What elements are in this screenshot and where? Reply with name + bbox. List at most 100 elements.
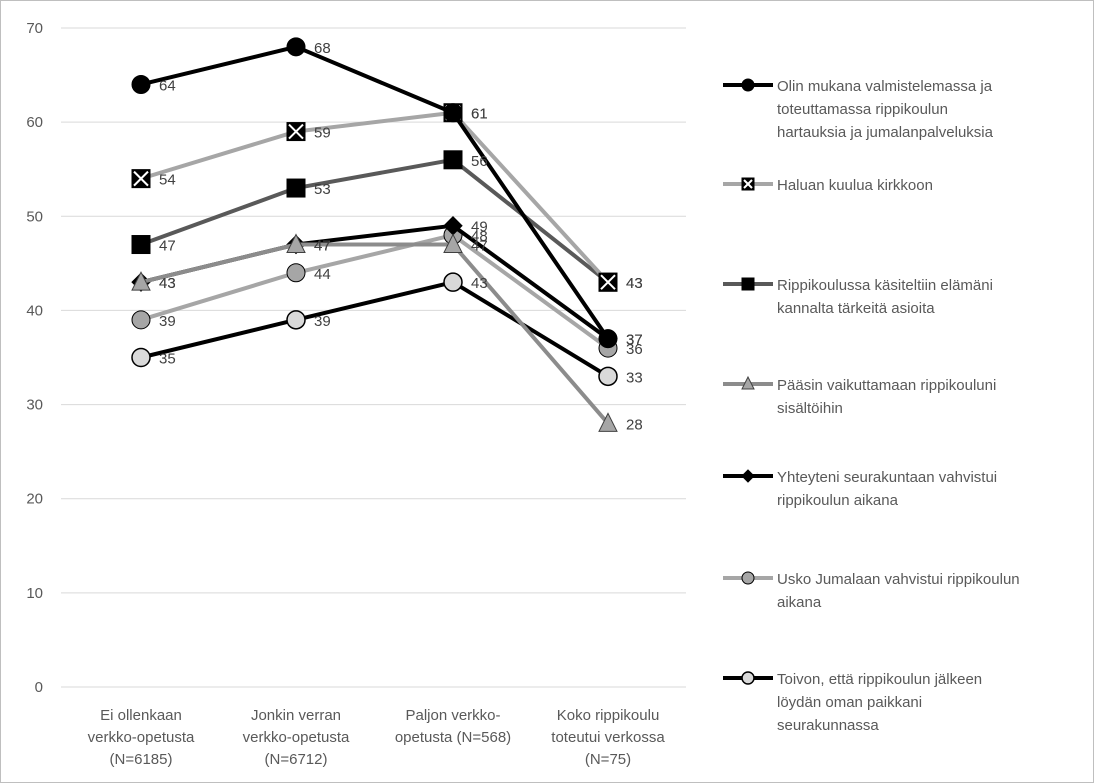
y-tick-label: 50	[26, 208, 43, 225]
data-label: 36	[626, 341, 643, 358]
series-3	[131, 150, 618, 292]
data-label: 61	[471, 106, 488, 123]
data-point-marker	[286, 310, 306, 330]
y-tick-label: 40	[26, 302, 43, 319]
data-point-marker	[131, 74, 151, 94]
legend-label: Usko Jumalaan vahvistui rippikoulun aikan…	[777, 571, 1020, 611]
data-point-marker	[443, 103, 463, 123]
data-label: 68	[314, 40, 331, 57]
series-line	[140, 280, 610, 379]
data-point-marker	[741, 469, 755, 483]
data-label: 33	[626, 369, 643, 386]
data-point-marker	[741, 375, 755, 390]
legend-item: Yhteyteni seurakuntaan vahvistui rippikou…	[723, 469, 997, 509]
data-point-marker	[598, 329, 618, 349]
legend-label: Yhteyteni seurakuntaan vahvistui rippikou…	[777, 469, 997, 509]
series-2	[131, 103, 618, 292]
legend-item: Haluan kuulua kirkkoon	[723, 177, 933, 194]
series-1	[131, 37, 618, 349]
legend-item: Olin mukana valmistelemassa ja toteuttama…	[723, 78, 994, 141]
legend-label: Rippikoulussa käsiteltiin elämäni kannalt…	[777, 277, 993, 317]
data-point-marker	[286, 263, 306, 283]
data-label: 39	[314, 313, 331, 330]
data-label: 43	[159, 275, 176, 292]
legend-item: Usko Jumalaan vahvistui rippikoulun aikan…	[723, 571, 1020, 611]
y-tick-label: 60	[26, 114, 43, 131]
data-label: 53	[314, 181, 331, 198]
data-point-marker	[286, 122, 306, 142]
data-label: 43	[159, 275, 176, 292]
x-category-label: Jonkin verran verkko-opetusta (N=6712)	[243, 707, 350, 768]
data-point-marker	[131, 169, 151, 189]
data-point-marker	[741, 571, 755, 585]
data-label: 59	[314, 125, 331, 142]
series-line	[140, 157, 610, 284]
series-line	[140, 110, 610, 284]
series-line	[140, 242, 610, 425]
data-label: 35	[159, 351, 176, 368]
y-tick-label: 10	[26, 585, 43, 602]
y-tick-label: 20	[26, 491, 43, 508]
legend-item: Rippikoulussa käsiteltiin elämäni kannalt…	[723, 277, 993, 317]
series-group	[131, 37, 618, 432]
legend-label: Pääsin vaikuttamaan rippikouluni sisältöi…	[777, 377, 996, 417]
data-label: 28	[626, 416, 643, 433]
data-label: 47	[314, 238, 331, 255]
legend-item: Toivon, että rippikoulun jälkeen löydän o…	[723, 671, 982, 734]
data-label: 44	[314, 266, 331, 283]
legend: Olin mukana valmistelemassa ja toteuttama…	[723, 78, 1020, 734]
data-point-marker	[598, 272, 618, 292]
data-point-marker	[131, 347, 151, 368]
data-label: 43	[626, 275, 643, 292]
series-line	[140, 44, 610, 340]
data-label: 47	[314, 238, 331, 255]
data-point-marker	[443, 272, 463, 292]
data-label: 49	[471, 219, 488, 236]
data-point-marker	[131, 271, 151, 291]
data-label: 48	[471, 228, 488, 245]
legend-label: Toivon, että rippikoulun jälkeen löydän o…	[777, 671, 982, 734]
x-category-label: Koko rippikoulu toteutui verkossa (N=75)	[551, 707, 665, 768]
y-tick-label: 0	[35, 679, 43, 696]
data-point-marker	[741, 671, 755, 685]
data-label: 43	[626, 275, 643, 292]
data-point-marker	[598, 412, 618, 432]
data-point-marker	[443, 233, 463, 254]
data-label: 56	[471, 153, 488, 170]
data-label: 47	[159, 238, 176, 255]
data-label: 37	[626, 332, 643, 349]
series-7	[131, 272, 618, 387]
data-point-marker	[741, 277, 755, 291]
gridlines	[61, 27, 686, 688]
data-label: 43	[471, 275, 488, 292]
legend-item: Pääsin vaikuttamaan rippikouluni sisältöi…	[723, 375, 996, 417]
axes: 0 10 20 30 40 50 60 70 Ei ollenkaan verkko-opetus…	[26, 20, 665, 768]
data-label: 54	[159, 172, 176, 189]
series-4	[131, 233, 618, 432]
legend-label: Haluan kuulua kirkkoon	[777, 177, 933, 194]
data-point-marker	[741, 177, 755, 191]
data-label: 39	[159, 313, 176, 330]
data-point-marker	[741, 78, 755, 92]
data-point-marker	[598, 366, 618, 387]
data-point-marker	[131, 310, 151, 330]
data-label: 61	[471, 106, 488, 123]
data-point-marker	[443, 150, 463, 170]
x-category-label: Ei ollenkaan verkko-opetusta (N=6185)	[88, 707, 195, 768]
y-tick-label: 30	[26, 397, 43, 414]
data-label: 37	[626, 332, 643, 349]
series-line	[140, 233, 610, 350]
series-5	[131, 215, 618, 349]
data-point-marker	[286, 178, 306, 198]
data-point-marker	[131, 235, 151, 255]
data-point-marker	[286, 233, 306, 254]
legend-label: Olin mukana valmistelemassa ja toteuttama…	[777, 78, 994, 141]
data-label: 47	[471, 238, 488, 255]
y-tick-label: 70	[26, 20, 43, 37]
x-category-label: Paljon verkko-opetusta (N=568)	[395, 707, 511, 746]
data-point-marker	[286, 37, 306, 57]
data-label: 64	[159, 77, 176, 94]
